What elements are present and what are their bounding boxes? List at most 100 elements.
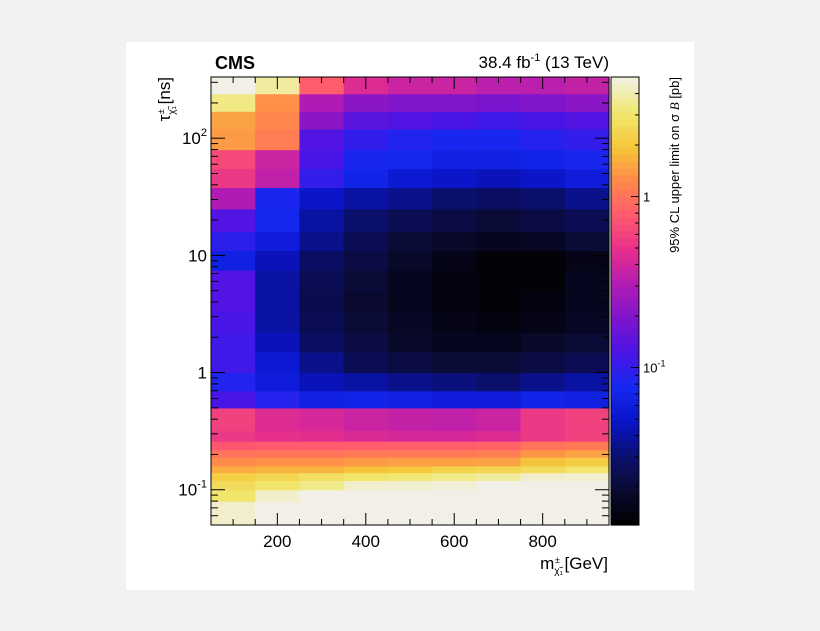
heatmap-cell — [520, 390, 566, 409]
heatmap-cell — [564, 168, 610, 189]
heatmap-cell — [520, 501, 566, 513]
z-axis-ticks: 10-1 1 — [631, 76, 665, 488]
heatmap-cell — [255, 465, 301, 474]
z-axis-label-prefix: 95% CL upper limit on σ — [667, 110, 682, 253]
heatmap-cell — [520, 149, 566, 170]
palette-step — [611, 462, 639, 470]
heatmap-cell — [432, 441, 477, 451]
heatmap-cell — [343, 489, 389, 502]
x-tick-label: 800 — [528, 532, 556, 551]
heatmap-cell — [432, 372, 477, 392]
heatmap-cell — [432, 332, 477, 353]
heatmap-cell — [476, 457, 522, 467]
heatmap-cell — [520, 480, 566, 491]
heatmap-cell — [299, 93, 345, 112]
heatmap-cell — [387, 472, 433, 482]
energy-label: (13 TeV) — [540, 53, 609, 72]
heatmap-cell — [299, 501, 345, 513]
heatmap-cell — [387, 480, 433, 491]
heatmap-cell — [520, 290, 566, 313]
heatmap-cell — [211, 351, 256, 374]
palette-step — [611, 322, 639, 330]
heatmap-cell — [343, 208, 389, 233]
heatmap-cell — [387, 511, 433, 526]
palette-step — [611, 280, 639, 288]
heatmap-cell — [476, 77, 522, 95]
heatmap-cell — [211, 372, 256, 392]
heatmap-cell — [255, 472, 301, 482]
heatmap-cell — [387, 457, 433, 467]
y-axis-label-main: τ — [155, 114, 174, 121]
heatmap-cell — [343, 501, 389, 513]
heatmap-cell — [299, 489, 345, 502]
heatmap-cell — [211, 168, 256, 189]
heatmap-cell — [211, 290, 256, 313]
heatmap-cell — [211, 511, 256, 526]
heatmap-cell — [520, 208, 566, 233]
x-tick-label: 200 — [263, 532, 291, 551]
heatmap-cell — [255, 449, 301, 458]
palette-step — [611, 497, 639, 505]
heatmap-cell — [476, 372, 522, 392]
heatmap-cell — [343, 449, 389, 458]
heatmap-cell — [564, 372, 610, 392]
heatmap-cell — [564, 270, 610, 292]
x-axis-label: mχ̃₁± [GeV] — [540, 554, 608, 577]
palette-step — [611, 119, 639, 127]
heatmap-cell — [387, 93, 433, 112]
heatmap-cell — [343, 270, 389, 292]
heatmap-cell — [387, 149, 433, 170]
heatmap-cell — [432, 489, 477, 502]
heatmap-cell — [387, 270, 433, 292]
heatmap-cell — [211, 472, 256, 482]
figure-panel: 200 400 600 800 10-1 1 10 102 10-1 1 CMS 38.4 f… — [126, 42, 694, 590]
palette-step — [611, 385, 639, 393]
heatmap-cell — [299, 208, 345, 233]
palette-step — [611, 196, 639, 204]
heatmap-cell — [432, 149, 477, 170]
heatmap-cell — [476, 407, 522, 432]
palette-step — [611, 301, 639, 309]
y-axis-ticks: 10-1 1 10 102 — [178, 81, 609, 526]
y-tick-label: 10-1 — [178, 479, 207, 500]
heatmap-cell — [343, 93, 389, 112]
heatmap-cell — [255, 501, 301, 513]
heatmap-cell — [211, 449, 256, 458]
palette-frame — [610, 76, 640, 526]
heatmap-cell — [476, 250, 522, 271]
heatmap-cell — [343, 390, 389, 409]
palette-step — [611, 266, 639, 274]
heatmap-cell — [564, 93, 610, 112]
x-tick-label: 600 — [440, 532, 468, 551]
heatmap-cell — [432, 457, 477, 467]
heatmap-cells — [211, 77, 610, 526]
heatmap-cell — [520, 187, 566, 210]
heatmap-cell — [476, 311, 522, 334]
x-axis-label-main: m — [540, 554, 554, 573]
heatmap-cell — [564, 457, 610, 467]
palette-step — [611, 350, 639, 358]
heatmap-cell — [387, 449, 433, 458]
heatmap-cell — [520, 351, 566, 374]
palette-step — [611, 273, 639, 281]
palette-step — [611, 140, 639, 148]
heatmap-cell — [564, 430, 610, 442]
heatmap-cell — [476, 187, 522, 210]
heatmap-cell — [211, 489, 256, 502]
heatmap-cell — [476, 93, 522, 112]
palette-step — [611, 371, 639, 379]
heatmap-cell — [564, 149, 610, 170]
heatmap-cell — [255, 270, 301, 292]
heatmap-cell — [476, 332, 522, 353]
heatmap-cell — [387, 187, 433, 210]
z-axis-label-symbol: B — [667, 102, 682, 110]
heatmap-cell — [299, 351, 345, 374]
heatmap-cell — [520, 407, 566, 432]
heatmap-cell — [299, 231, 345, 252]
heatmap-cell — [211, 311, 256, 334]
heatmap-cell — [299, 149, 345, 170]
palette-step — [611, 490, 639, 498]
y-axis-label-unit: [ns] — [155, 77, 174, 109]
heatmap-cell — [520, 441, 566, 451]
palette-step — [611, 182, 639, 190]
